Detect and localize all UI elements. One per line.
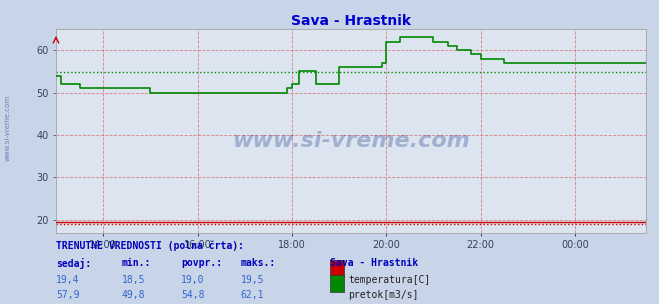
Text: 18,5: 18,5 xyxy=(122,275,146,285)
Text: maks.:: maks.: xyxy=(241,258,275,268)
Text: 57,9: 57,9 xyxy=(56,290,80,300)
Title: Sava - Hrastnik: Sava - Hrastnik xyxy=(291,14,411,28)
Text: sedaj:: sedaj: xyxy=(56,258,91,269)
Text: temperatura[C]: temperatura[C] xyxy=(348,275,430,285)
Text: min.:: min.: xyxy=(122,258,152,268)
Text: 49,8: 49,8 xyxy=(122,290,146,300)
Text: www.si-vreme.com: www.si-vreme.com xyxy=(232,131,470,151)
Text: 19,0: 19,0 xyxy=(181,275,205,285)
Text: www.si-vreme.com: www.si-vreme.com xyxy=(5,95,11,161)
Text: 62,1: 62,1 xyxy=(241,290,264,300)
Text: TRENUTNE VREDNOSTI (polna črta):: TRENUTNE VREDNOSTI (polna črta): xyxy=(56,240,244,251)
Text: pretok[m3/s]: pretok[m3/s] xyxy=(348,290,418,300)
Text: 54,8: 54,8 xyxy=(181,290,205,300)
Text: 19,5: 19,5 xyxy=(241,275,264,285)
Text: povpr.:: povpr.: xyxy=(181,258,222,268)
Text: 19,4: 19,4 xyxy=(56,275,80,285)
Text: Sava - Hrastnik: Sava - Hrastnik xyxy=(330,258,418,268)
